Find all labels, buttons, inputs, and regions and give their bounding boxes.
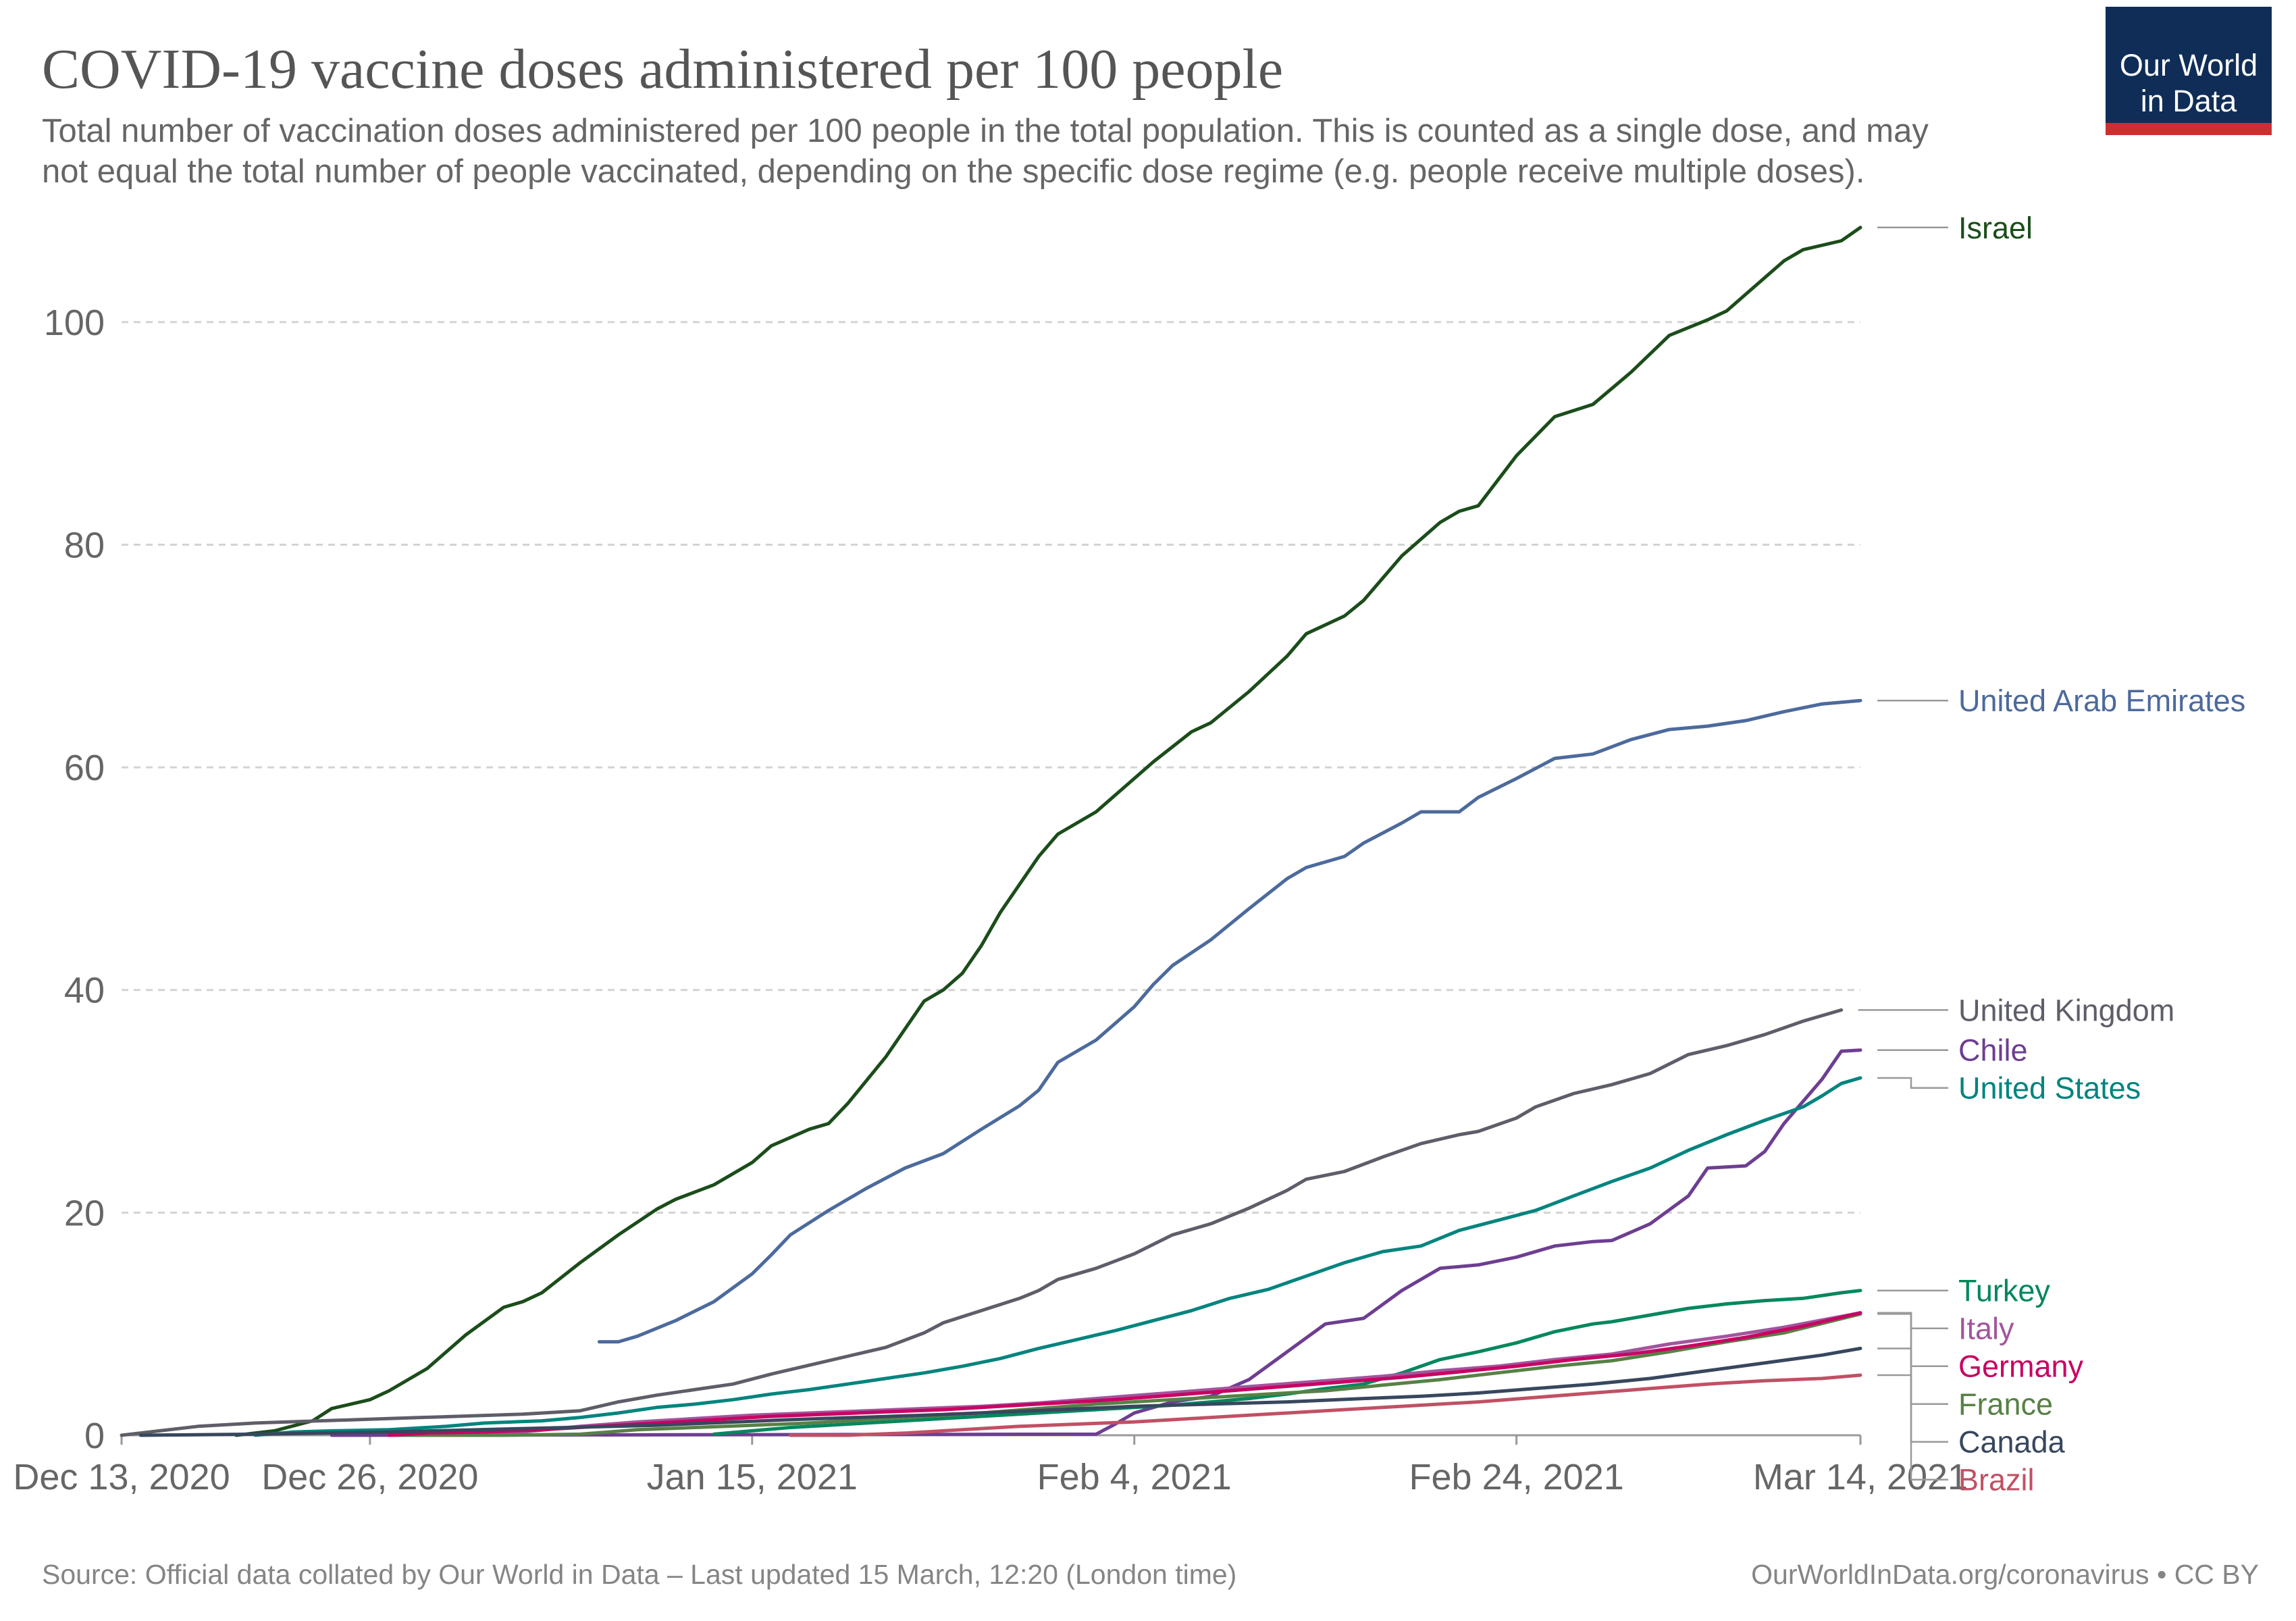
series-line-brazil[interactable]: [788, 1373, 1862, 1437]
series-line-united-arab-emirates[interactable]: [597, 698, 1862, 1344]
x-axis: Dec 13, 2020 Dec 26, 2020 Jan 15, 2021 Feb …: [13, 1434, 1968, 1497]
series-line-united-kingdom[interactable]: [120, 1008, 1844, 1437]
series-label-united-arab-emirates[interactable]: United Arab Emirates: [1958, 684, 2245, 718]
license-note[interactable]: OurWorldInData.org/coronavirus • CC BY: [1751, 1559, 2259, 1590]
owid-logo-line2: in Data: [2141, 84, 2238, 118]
x-tick-label: Mar 14, 2021: [1753, 1457, 1968, 1497]
y-axis: 0 20 40 60 80 100: [44, 303, 105, 1456]
series-label-germany[interactable]: Germany: [1958, 1349, 2084, 1384]
series-label-brazil[interactable]: Brazil: [1958, 1463, 2035, 1497]
chart-title: COVID-19 vaccine doses administered per …: [42, 38, 1283, 101]
label-connector: [1877, 1312, 1948, 1367]
series-label-france[interactable]: France: [1958, 1387, 2053, 1422]
owid-logo-stripe: [2106, 123, 2272, 135]
label-connector: [1877, 1077, 1948, 1089]
chart-subtitle-line1: Total number of vaccination doses admini…: [42, 113, 1929, 149]
y-tick-label: 40: [64, 971, 105, 1011]
gridlines: [122, 321, 1860, 1214]
series-label-united-states[interactable]: United States: [1958, 1071, 2141, 1106]
label-connector: [1877, 1313, 1948, 1405]
chart-subtitle-line2: not equal the total number of people vac…: [42, 153, 1864, 190]
series-line-italy[interactable]: [387, 1311, 1862, 1437]
series-line-france[interactable]: [387, 1312, 1862, 1437]
x-tick-label: Jan 15, 2021: [647, 1457, 858, 1497]
series-lines: [120, 226, 1862, 1437]
series-line-israel[interactable]: [234, 226, 1862, 1437]
label-connector: [1877, 1312, 1948, 1329]
x-tick-label: Dec 13, 2020: [13, 1457, 230, 1497]
x-tick-label: Feb 4, 2021: [1037, 1457, 1232, 1497]
y-tick-label: 100: [44, 303, 105, 343]
series-label-italy[interactable]: Italy: [1958, 1312, 2014, 1346]
series-labels: Israel United Arab Emirates United Kingdom…: [1858, 211, 2245, 1497]
series-line-chile[interactable]: [330, 1048, 1862, 1437]
series-label-united-kingdom[interactable]: United Kingdom: [1958, 993, 2174, 1027]
label-connector: [1877, 1374, 1948, 1481]
x-tick-label: Feb 24, 2021: [1409, 1457, 1624, 1497]
y-tick-label: 80: [64, 525, 105, 565]
owid-logo[interactable]: Our World in Data: [2106, 7, 2272, 135]
y-tick-label: 60: [64, 748, 105, 788]
series-label-canada[interactable]: Canada: [1958, 1425, 2066, 1460]
x-tick-label: Dec 26, 2020: [261, 1457, 478, 1497]
series-line-canada[interactable]: [138, 1346, 1862, 1437]
y-tick-label: 20: [64, 1193, 105, 1233]
series-label-chile[interactable]: Chile: [1958, 1033, 2028, 1068]
series-line-united-states[interactable]: [253, 1076, 1862, 1437]
y-tick-label: 0: [84, 1416, 105, 1456]
owid-logo-line1: Our World: [2120, 48, 2258, 82]
series-label-turkey[interactable]: Turkey: [1958, 1274, 2050, 1308]
series-label-israel[interactable]: Israel: [1958, 211, 2033, 245]
owid-logo-background: [2106, 7, 2272, 128]
label-connector: [1877, 1347, 1948, 1443]
source-note: Source: Official data collated by Our Wo…: [42, 1559, 1236, 1590]
